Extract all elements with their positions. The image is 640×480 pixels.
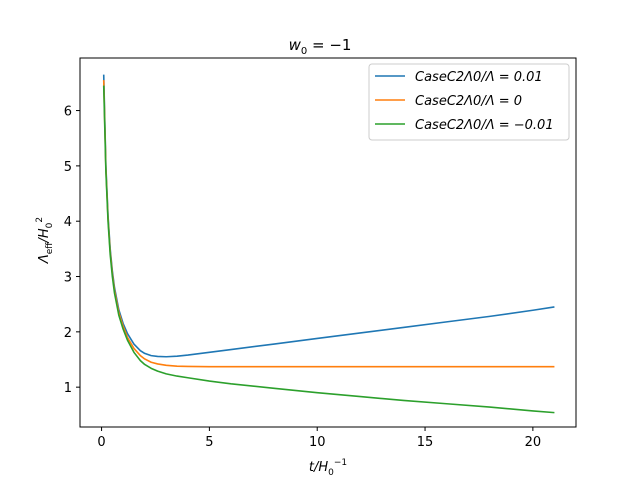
x-tick-label: 10	[309, 435, 326, 450]
x-axis: 0 5 10 15 20	[97, 427, 541, 450]
legend-label-3: CaseC2Λ0/Λ = −0.01	[415, 118, 554, 133]
legend-label-1: CaseC2Λ0/Λ = 0.01	[415, 70, 543, 85]
plot-area	[79, 57, 577, 428]
plot-frame	[79, 57, 577, 428]
legend-box	[368, 63, 570, 141]
legend: CaseC2Λ0/Λ = 0.01 CaseC2Λ0/Λ = 0 CaseC2Λ0/…	[368, 63, 570, 141]
y-tick-label: 3	[64, 271, 72, 286]
series-line-3	[102, 85, 555, 414]
x-tick-label: 20	[525, 435, 542, 450]
x-tick-label: 15	[417, 435, 434, 450]
y-tick-label: 2	[64, 326, 72, 341]
y-tick-label: 1	[64, 381, 72, 396]
y-tick-label: 5	[64, 160, 72, 175]
x-tick-label: 0	[97, 435, 105, 450]
legend-label-2: CaseC2Λ0/Λ = 0	[415, 94, 522, 109]
chart-title: w0 = −1	[289, 36, 352, 57]
y-tick-label: 6	[64, 105, 72, 120]
y-axis-label: Λeff/H02	[35, 217, 55, 264]
x-axis-label: t/H0−1	[309, 458, 347, 478]
y-tick-label: 4	[64, 215, 72, 230]
series-lines	[102, 74, 555, 414]
x-tick-label: 5	[205, 435, 213, 450]
y-axis: 1 2 3 4 5 6	[64, 105, 80, 396]
